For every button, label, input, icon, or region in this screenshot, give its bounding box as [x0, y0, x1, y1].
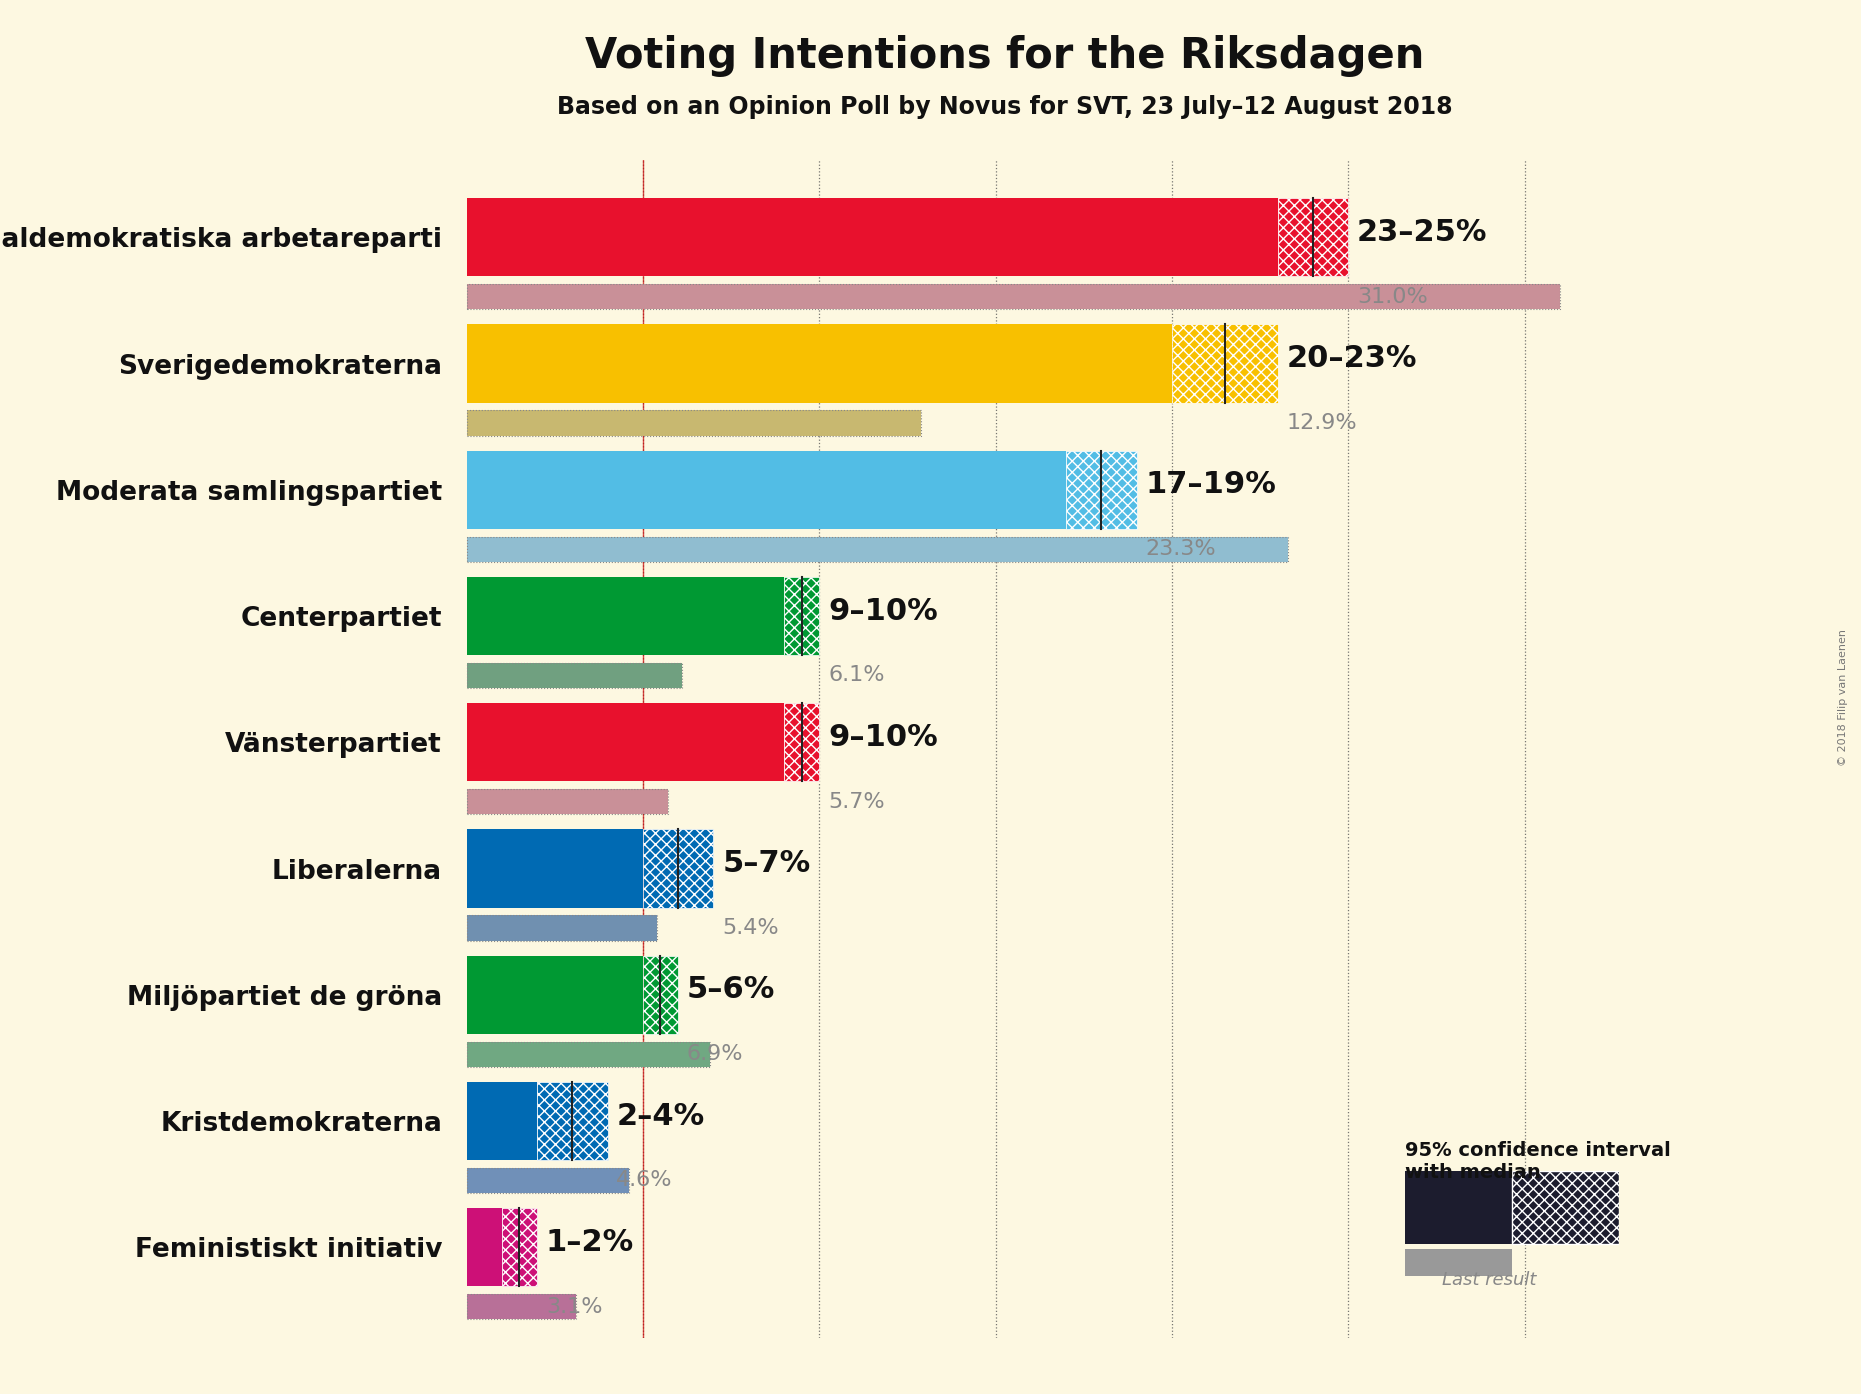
Bar	[467, 537, 1288, 562]
Text: Based on an Opinion Poll by Novus for SVT, 23 July–12 August 2018: Based on an Opinion Poll by Novus for SV…	[556, 95, 1453, 118]
Text: 9–10%: 9–10%	[828, 722, 938, 751]
Text: 5.7%: 5.7%	[828, 792, 884, 811]
Bar	[1405, 1171, 1513, 1243]
Text: 23.3%: 23.3%	[1145, 539, 1215, 559]
Text: 3.1%: 3.1%	[545, 1296, 603, 1317]
Bar	[467, 956, 642, 1034]
Bar	[467, 198, 1279, 276]
Bar	[467, 916, 657, 941]
Bar	[502, 1209, 538, 1287]
Bar	[467, 829, 642, 907]
Bar	[467, 1041, 709, 1066]
Text: Last result: Last result	[1442, 1271, 1535, 1289]
Bar	[783, 577, 819, 655]
Text: 5.4%: 5.4%	[722, 917, 780, 938]
Bar	[467, 1294, 575, 1319]
Bar	[467, 1168, 629, 1193]
Text: 4.6%: 4.6%	[616, 1171, 674, 1190]
Bar	[1279, 198, 1347, 276]
Bar	[1405, 1249, 1513, 1276]
Bar	[467, 662, 681, 689]
Bar	[467, 284, 1560, 309]
Bar	[467, 325, 1172, 403]
Text: 95% confidence interval
with median: 95% confidence interval with median	[1405, 1140, 1671, 1182]
Bar	[467, 1082, 538, 1160]
Text: 23–25%: 23–25%	[1357, 217, 1487, 247]
Text: © 2018 Filip van Laenen: © 2018 Filip van Laenen	[1839, 629, 1848, 765]
Bar	[642, 956, 677, 1034]
Text: 6.9%: 6.9%	[687, 1044, 743, 1064]
Text: 6.1%: 6.1%	[828, 665, 884, 686]
Text: Voting Intentions for the Riksdagen: Voting Intentions for the Riksdagen	[584, 35, 1426, 77]
Bar	[1172, 325, 1279, 403]
Text: 9–10%: 9–10%	[828, 597, 938, 626]
Bar	[538, 1082, 607, 1160]
Text: 2–4%: 2–4%	[616, 1101, 705, 1131]
Bar	[1066, 450, 1137, 528]
Text: 5–7%: 5–7%	[722, 849, 810, 878]
Bar	[467, 577, 783, 655]
Bar	[642, 829, 713, 907]
Bar	[783, 703, 819, 782]
Text: 12.9%: 12.9%	[1286, 413, 1357, 434]
Text: 5–6%: 5–6%	[687, 976, 776, 1004]
Bar	[467, 410, 921, 435]
Text: 31.0%: 31.0%	[1357, 287, 1427, 307]
Text: 20–23%: 20–23%	[1286, 344, 1416, 374]
Bar	[467, 703, 783, 782]
Bar	[467, 789, 668, 814]
Bar	[467, 450, 1066, 528]
Bar	[467, 1209, 502, 1287]
Text: 17–19%: 17–19%	[1145, 470, 1277, 499]
Bar	[1513, 1171, 1619, 1243]
Text: 1–2%: 1–2%	[545, 1228, 635, 1257]
